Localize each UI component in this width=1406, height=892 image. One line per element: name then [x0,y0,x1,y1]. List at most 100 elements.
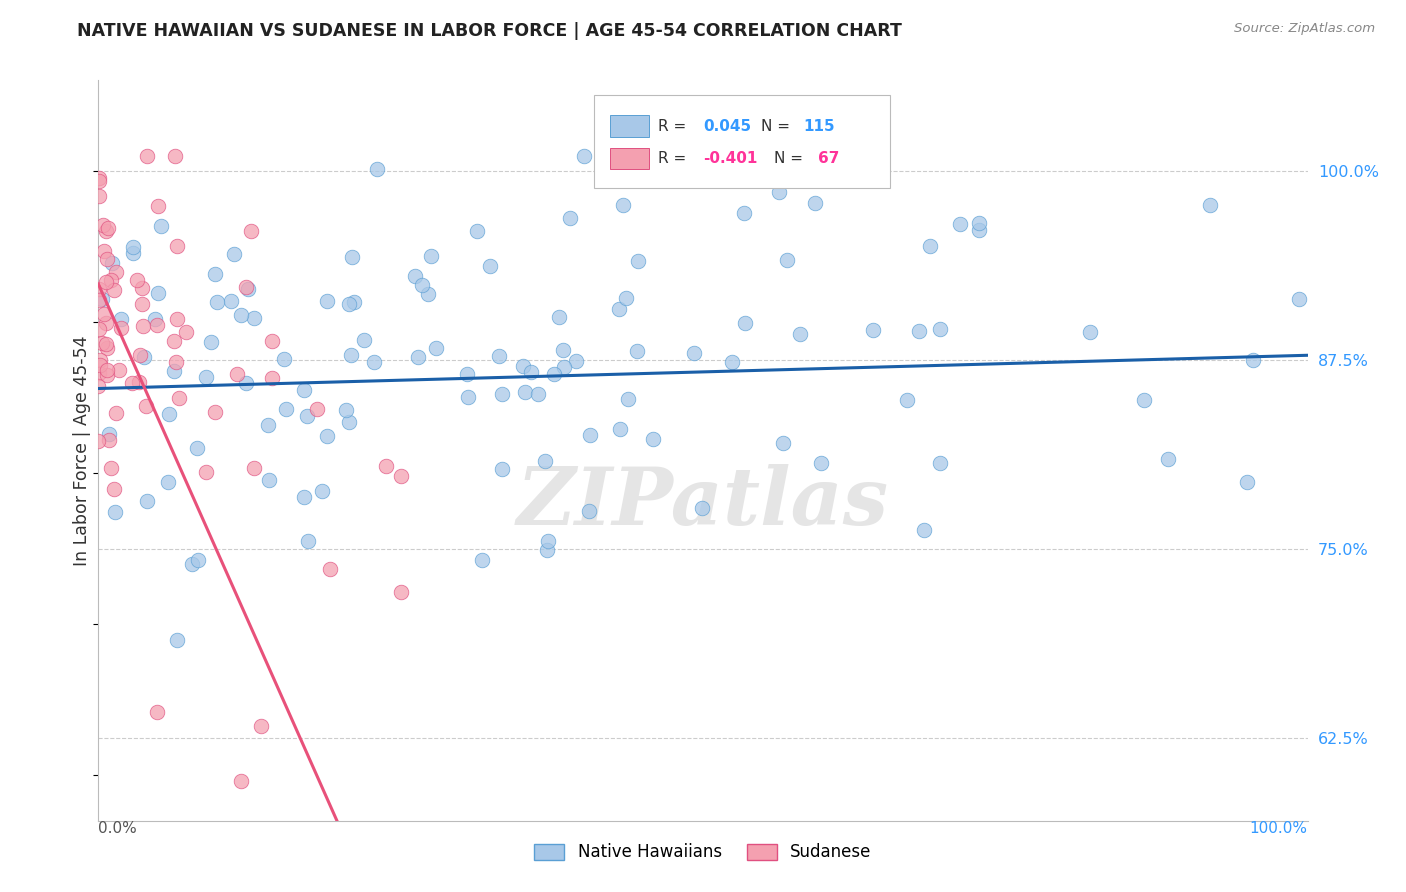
Point [187,552,209,566]
Point [967,223,990,237]
Point [250,719,273,733]
Point [353,334,375,348]
Point [174,325,197,339]
Point [89,282,111,296]
Point [340,250,363,264]
Point [104,406,127,420]
Point [340,348,363,362]
Point [93,307,115,321]
Point [1199,198,1222,212]
Point [908,324,931,338]
Point [803,196,825,211]
Point [419,249,441,263]
Point [928,456,950,470]
Point [94,224,117,238]
Point [87,434,110,449]
Point [87,171,110,186]
Point [257,417,280,432]
Point [319,562,342,576]
Point [375,459,398,474]
Point [292,490,315,504]
Point [93,244,115,259]
Point [101,256,124,270]
Point [108,363,131,377]
Point [127,273,149,287]
Point [416,287,439,301]
Point [243,310,266,325]
Point [768,185,790,199]
Point [488,349,510,363]
Point [335,403,357,417]
Point [207,294,229,309]
Point [520,365,543,379]
Point [471,553,494,567]
Point [641,432,664,446]
Point [408,350,430,364]
Point [100,461,122,475]
Text: -0.401: -0.401 [703,151,758,166]
Point [690,500,713,515]
Point [297,534,319,549]
Point [222,247,245,261]
Point [912,523,935,537]
Point [146,199,169,213]
Point [98,434,121,448]
Point [240,224,263,238]
Point [1288,292,1310,306]
Point [789,326,811,341]
Point [110,320,132,334]
Point [337,415,360,429]
Text: R =: R = [658,119,692,134]
Point [87,379,110,393]
Point [200,335,222,350]
Point [229,308,252,322]
Point [607,302,630,317]
Point [626,343,648,358]
Point [578,504,600,518]
Point [342,294,364,309]
Point [89,352,111,367]
Point [274,401,297,416]
Point [273,351,295,366]
Text: 100.0%: 100.0% [1250,821,1308,836]
Point [166,632,188,647]
Point [204,267,226,281]
Point [967,216,990,230]
Point [97,426,120,441]
Point [166,311,188,326]
Text: R =: R = [658,151,692,166]
Legend: Native Hawaiians, Sudanese: Native Hawaiians, Sudanese [527,837,879,868]
Point [163,149,186,163]
Point [389,468,412,483]
Point [1133,393,1156,408]
Point [772,436,794,450]
Point [163,363,186,377]
Point [491,387,513,401]
Point [609,422,631,436]
Point [157,407,180,421]
Y-axis label: In Labor Force | Age 45-54: In Labor Force | Age 45-54 [73,335,91,566]
Point [132,319,155,334]
Point [721,355,744,369]
Point [243,461,266,475]
Point [411,277,433,292]
Point [97,221,120,235]
Point [315,429,337,443]
Point [527,387,550,401]
Point [94,316,117,330]
Point [238,282,260,296]
Point [89,174,111,188]
Point [683,346,706,360]
Point [186,441,208,455]
Text: 67: 67 [818,151,839,166]
Text: 0.045: 0.045 [703,119,751,134]
Point [515,385,537,400]
Point [131,297,153,311]
Point [226,367,249,381]
Point [617,392,640,406]
Point [134,351,156,365]
Point [145,705,167,719]
Point [121,246,143,260]
Point [149,219,172,233]
Point [734,316,756,330]
